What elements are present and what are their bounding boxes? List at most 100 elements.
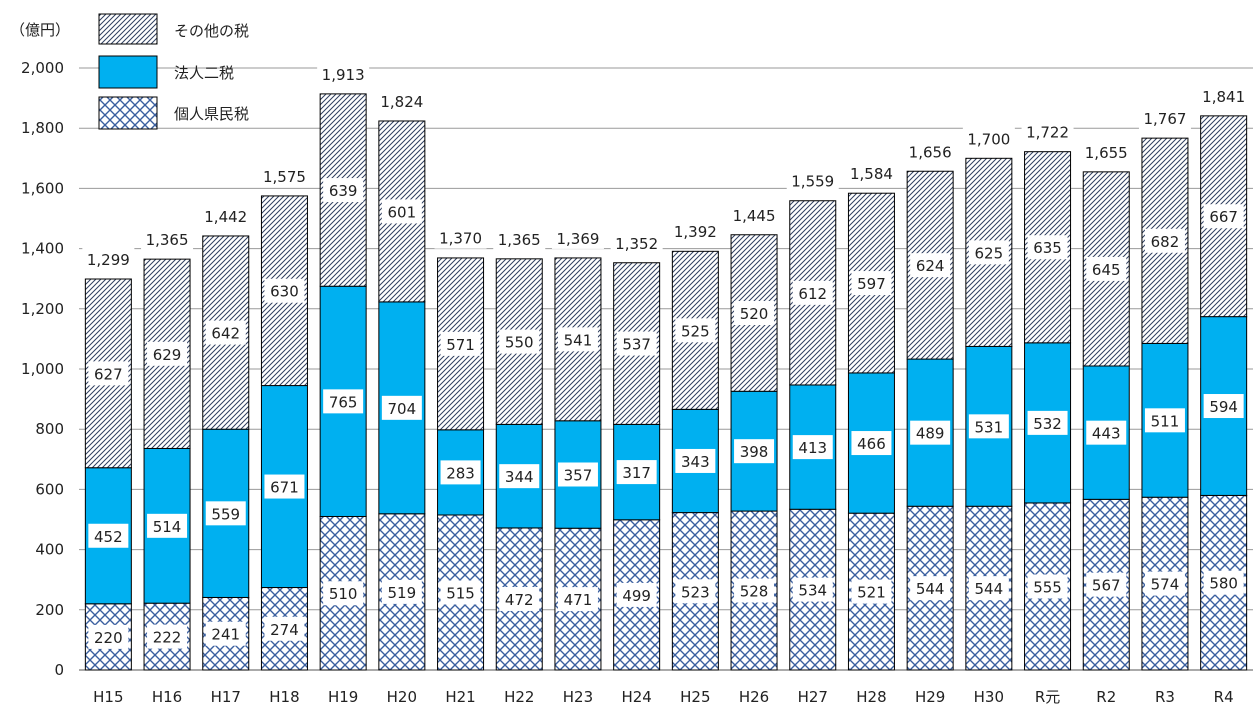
x-tick-label: H19	[328, 688, 358, 706]
value-label: 571	[446, 336, 475, 354]
total-label: 1,824	[380, 93, 423, 111]
value-label-bg	[910, 420, 951, 445]
value-label: 645	[1092, 261, 1121, 279]
value-label: 515	[446, 584, 475, 602]
x-tick-label: H23	[563, 688, 593, 706]
value-label-bg	[1203, 570, 1244, 595]
value-label: 521	[857, 584, 886, 602]
value-label: 413	[798, 439, 827, 457]
x-tick-label: R4	[1214, 688, 1234, 706]
value-label-bg	[440, 580, 481, 605]
value-label: 627	[94, 365, 123, 383]
total-label: 1,442	[204, 208, 247, 226]
total-label-bg	[610, 232, 663, 255]
value-label-bg	[88, 624, 129, 649]
value-label: 317	[622, 464, 651, 482]
value-label: 555	[1033, 578, 1062, 596]
total-label-bg	[1021, 120, 1074, 143]
value-label-bg	[88, 523, 129, 548]
value-label: 531	[975, 418, 1004, 436]
value-label-bg	[557, 327, 598, 352]
value-label: 682	[1151, 233, 1180, 251]
legend-swatch-other-tax	[98, 13, 158, 45]
value-label-bg	[734, 439, 775, 464]
value-label: 544	[975, 580, 1004, 598]
value-label: 489	[916, 425, 945, 443]
total-label: 1,369	[556, 230, 599, 248]
x-tick-label: H27	[798, 688, 828, 706]
y-axis-ticks: 0 200 400 600 800 1,000 1,200 1,400 1,600 1,800 2,…	[21, 59, 64, 679]
total-label: 1,365	[498, 231, 541, 249]
value-label-bg	[910, 253, 951, 278]
y-tick-label: 1,000	[21, 360, 64, 378]
value-label: 452	[94, 528, 123, 546]
total-label-bg	[845, 162, 898, 185]
total-label: 1,365	[146, 231, 189, 249]
value-label: 550	[505, 334, 534, 352]
total-label-bg	[493, 228, 546, 251]
value-label: 639	[329, 182, 358, 200]
x-tick-label: R2	[1096, 688, 1116, 706]
value-label-bg	[851, 431, 892, 456]
total-label-bg	[82, 248, 135, 271]
x-tick-label: H18	[269, 688, 299, 706]
value-label: 629	[153, 346, 182, 364]
value-label-bg	[792, 435, 833, 460]
total-labels: 1,299 1,365 1,442 1,575 1,913 1,824 1,370 1,365…	[82, 63, 1250, 271]
total-label-bg	[1080, 140, 1133, 163]
total-label: 1,352	[615, 235, 658, 253]
value-label-bg	[147, 513, 188, 538]
y-tick-label: 600	[35, 480, 64, 498]
value-label-bg	[910, 576, 951, 601]
value-label-bg	[147, 624, 188, 649]
x-tick-label: H29	[915, 688, 945, 706]
total-label-bg	[669, 220, 722, 243]
total-label-bg	[728, 204, 781, 227]
value-label: 704	[388, 400, 417, 418]
value-label: 472	[505, 591, 534, 609]
value-label: 601	[388, 203, 417, 221]
total-label: 1,656	[909, 144, 952, 162]
legend-label-corporate-tax: 法人二税	[174, 64, 234, 82]
value-label-bg	[264, 278, 305, 303]
total-label: 1,700	[967, 130, 1010, 148]
x-tick-label: H16	[152, 688, 182, 706]
value-label: 580	[1209, 575, 1238, 593]
y-tick-label: 2,000	[21, 59, 64, 77]
value-label-bg	[1144, 571, 1185, 596]
value-label-bg	[381, 199, 422, 224]
value-label: 559	[211, 505, 240, 523]
value-label: 528	[740, 583, 769, 601]
total-label: 1,445	[733, 207, 776, 225]
value-label: 220	[94, 629, 123, 647]
value-label-bg	[147, 341, 188, 366]
value-label: 511	[1151, 412, 1180, 430]
value-label: 514	[153, 518, 182, 536]
total-label-bg	[786, 169, 839, 192]
value-label: 274	[270, 621, 299, 639]
total-label-bg	[962, 127, 1015, 150]
total-label-bg	[258, 164, 311, 187]
total-label: 1,913	[322, 66, 365, 84]
value-label-bg	[557, 587, 598, 612]
x-tick-label: H22	[504, 688, 534, 706]
total-label: 1,767	[1143, 110, 1186, 128]
x-tick-label: H26	[739, 688, 769, 706]
value-label: 241	[211, 626, 240, 644]
value-label: 471	[564, 591, 593, 609]
legend-swatch-corporate-tax	[98, 55, 158, 89]
value-label: 544	[916, 580, 945, 598]
value-label: 357	[564, 467, 593, 485]
value-label-bg	[1027, 410, 1068, 435]
value-label-bg	[323, 389, 364, 414]
value-label: 525	[681, 322, 710, 340]
total-label: 1,584	[850, 165, 893, 183]
value-label: 667	[1209, 208, 1238, 226]
value-label: 499	[622, 587, 651, 605]
value-label-bg	[675, 579, 716, 604]
value-label-bg	[1203, 394, 1244, 419]
y-tick-label: 200	[35, 601, 64, 619]
value-label-bg	[264, 616, 305, 641]
value-label-bg	[968, 240, 1009, 265]
x-tick-label: H28	[856, 688, 886, 706]
